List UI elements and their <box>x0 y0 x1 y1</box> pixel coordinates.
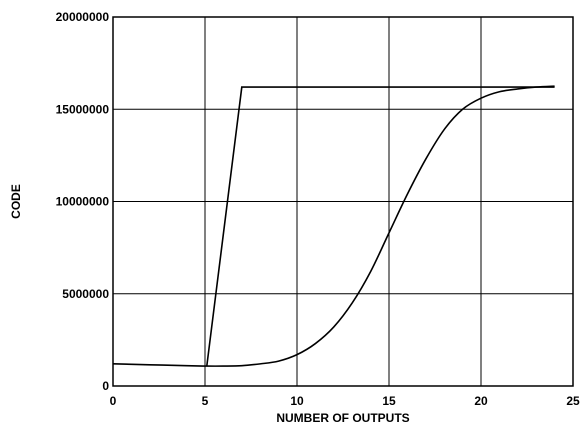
x-tick-label: 5 <box>202 394 209 408</box>
y-tick-label: 10000000 <box>56 195 110 209</box>
plot-frame <box>112 16 574 387</box>
x-tick-label: 15 <box>382 394 396 408</box>
y-tick-label: 5000000 <box>62 287 109 301</box>
x-tick-label: 20 <box>474 394 488 408</box>
grid-lines <box>113 17 573 386</box>
x-tick-label: 10 <box>290 394 304 408</box>
y-tick-label: 15000000 <box>56 102 110 116</box>
y-tick-label: 20000000 <box>56 10 110 24</box>
y-tick-labels: 0 5000000 10000000 15000000 20000000 <box>56 10 110 393</box>
series-group <box>112 85 555 367</box>
x-axis-label: NUMBER OF OUTPUTS <box>276 411 409 425</box>
series-line-curve <box>112 85 555 367</box>
x-tick-label: 0 <box>110 394 117 408</box>
x-tick-labels: 0 5 10 15 20 25 <box>110 394 580 408</box>
y-axis-label: CODE <box>9 184 23 219</box>
x-tick-label: 25 <box>566 394 580 408</box>
series-line-step <box>206 86 555 366</box>
y-tick-label: 0 <box>102 379 109 393</box>
